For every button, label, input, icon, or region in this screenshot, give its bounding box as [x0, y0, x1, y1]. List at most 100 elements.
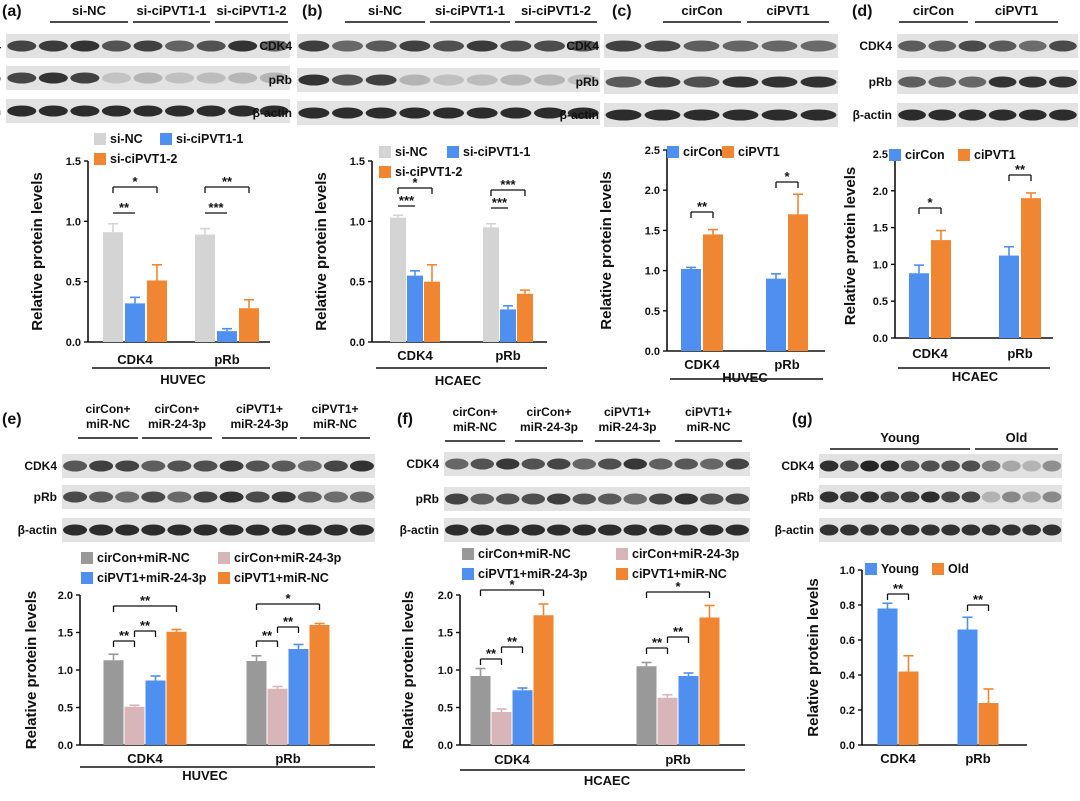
bar	[931, 240, 951, 338]
blot-band	[898, 109, 926, 121]
blot-band	[259, 40, 289, 52]
bar	[898, 671, 919, 745]
bar	[103, 232, 123, 342]
blot-row-label: β-actin	[853, 108, 892, 122]
blot-band	[1018, 76, 1047, 88]
blot-band	[332, 40, 363, 52]
panel-label: (f)	[397, 411, 413, 428]
blot-band	[115, 524, 140, 536]
blot-band	[133, 40, 163, 52]
legend-swatch	[462, 548, 474, 560]
y-tick-label: 1.5	[873, 223, 888, 235]
blot-band	[725, 458, 749, 470]
panel-e: (e)cirCon+miR-NCcirCon+miR-24-3pciPVT1+m…	[2, 402, 375, 783]
significance-label: **	[973, 592, 984, 607]
y-tick-label: 1.0	[645, 266, 660, 278]
blot-band	[219, 524, 244, 536]
blot-group-label: ciPVT1	[995, 3, 1038, 18]
blot-band	[921, 524, 940, 536]
blot-band	[649, 458, 673, 470]
y-axis-label: Relative protein levels	[805, 578, 822, 736]
western-blot: cirCon+miR-NCcirCon+miR-24-3pciPVT1+miR-…	[18, 402, 375, 542]
blot-band	[649, 493, 673, 505]
blot-band	[133, 105, 163, 117]
bar	[517, 293, 533, 342]
legend: cirCon ciPVT1	[889, 148, 1016, 162]
blot-band	[567, 40, 599, 52]
significance-label: **	[893, 581, 904, 596]
blot-band	[445, 493, 469, 505]
blot-band	[470, 524, 494, 536]
blot-band	[470, 493, 494, 505]
blot-band	[470, 458, 494, 470]
blot-band	[399, 40, 431, 52]
significance-label: **	[140, 593, 151, 608]
blot-band	[445, 458, 469, 470]
legend-swatch	[81, 552, 93, 564]
legend-swatch	[81, 572, 93, 584]
bar	[239, 308, 259, 342]
western-blot: cirCon ciPVT1 CDK4 pRb β-actin	[853, 3, 1078, 127]
blot-strip	[604, 103, 838, 127]
blot-band	[245, 524, 270, 536]
blot-group-label: ciPVT1+	[604, 405, 651, 419]
legend-label: ciPVT1	[738, 145, 780, 159]
x-tick-label: CDK4	[912, 346, 948, 361]
blot-row-label: pRb	[869, 75, 892, 89]
blot-group-label: si-ciPVT1-1	[435, 3, 505, 18]
blot-band	[547, 524, 571, 536]
blot-band	[297, 524, 322, 536]
bar-chart: 0.0 0.5 1.0 1.5 2.0 2.5 Relative protein level…	[842, 149, 1053, 384]
y-tick-label: 2.5	[873, 149, 888, 161]
significance-label: **	[673, 624, 684, 639]
blot-band	[63, 491, 88, 503]
blot-band	[674, 524, 698, 536]
y-axis-label: Relative protein levels	[313, 172, 330, 330]
y-axis-label: Relative protein levels	[842, 167, 859, 325]
blot-band	[725, 493, 749, 505]
blot-strip	[62, 518, 375, 542]
x-axis-label: HUVEC	[722, 370, 768, 385]
bar	[703, 234, 723, 351]
y-tick-label: 2.0	[58, 590, 73, 602]
bar	[657, 697, 678, 745]
blot-band	[941, 524, 960, 536]
blot-band	[7, 40, 37, 52]
blot-band	[63, 460, 88, 472]
blot-band	[928, 109, 957, 121]
significance-label: *	[784, 169, 790, 184]
blot-band	[332, 74, 363, 86]
blot-band	[649, 524, 673, 536]
blot-band	[167, 491, 192, 503]
blot-band	[958, 109, 987, 121]
blot-band	[683, 40, 720, 52]
blot-band	[572, 524, 596, 536]
blot-group-label: ciPVT1	[766, 3, 809, 18]
significance-label: ***	[500, 177, 516, 192]
legend: si-NC si-ciPVT1-1 si-ciPVT1-2	[94, 132, 243, 166]
blot-band	[196, 40, 226, 52]
bar	[103, 660, 124, 745]
blot-band	[1049, 76, 1077, 88]
bar	[909, 273, 929, 338]
panel-label: (a)	[2, 3, 22, 20]
blot-band	[1002, 460, 1021, 472]
blot-band	[981, 491, 1001, 503]
y-tick-label: 0.5	[66, 277, 81, 289]
y-tick-label: 0.5	[873, 296, 888, 308]
legend-label: ciPVT1+miR-24-3p	[97, 571, 207, 585]
bar-chart: 0.0 0.5 1.0 1.5 2.0 2.5 Relative protein level…	[598, 145, 825, 385]
blot-group-label: cirCon	[913, 3, 954, 18]
legend-swatch	[865, 563, 877, 575]
y-tick-label: 1.0	[66, 216, 81, 228]
blot-band	[70, 40, 100, 52]
significance-label: *	[412, 175, 418, 190]
blot-band	[349, 491, 374, 503]
blot-band	[840, 491, 859, 503]
blot-row-label: pRb	[791, 490, 814, 504]
blot-band	[101, 40, 131, 52]
panel-c: (c) cirCon ciPVT1 CDK4 pRb β-actin 0.0 0.5 1.0 1.…	[560, 3, 838, 385]
significance-label: **	[140, 618, 151, 633]
blot-group-label: Old	[1006, 430, 1028, 445]
legend-swatch	[160, 133, 172, 145]
